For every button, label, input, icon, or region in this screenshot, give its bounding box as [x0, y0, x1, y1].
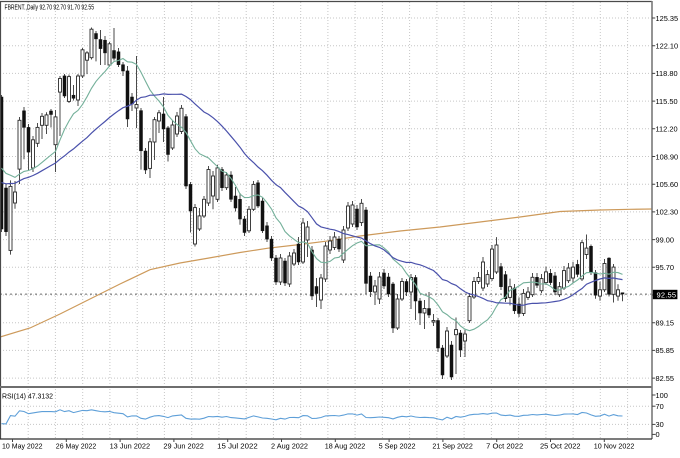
svg-text:7 Oct 2022: 7 Oct 2022 — [486, 442, 523, 451]
svg-text:100: 100 — [656, 391, 668, 400]
svg-text:82.55: 82.55 — [656, 374, 675, 383]
svg-text:99.00: 99.00 — [656, 235, 675, 244]
svg-text:70: 70 — [656, 402, 664, 411]
svg-text:108.90: 108.90 — [656, 152, 679, 161]
svg-text:10 May 2022: 10 May 2022 — [2, 442, 43, 451]
svg-text:25 Oct 2022: 25 Oct 2022 — [540, 442, 581, 451]
svg-text:29 Jun 2022: 29 Jun 2022 — [163, 442, 204, 451]
svg-text:89.15: 89.15 — [656, 319, 675, 328]
svg-text:30: 30 — [656, 420, 664, 429]
svg-text:125.35: 125.35 — [656, 14, 679, 23]
svg-text:RSI(14) 47.3132: RSI(14) 47.3132 — [2, 392, 53, 401]
svg-text:95.70: 95.70 — [656, 263, 675, 272]
svg-text:105.60: 105.60 — [656, 180, 679, 189]
svg-text:122.10: 122.10 — [656, 42, 679, 51]
svg-text:2 Aug 2022: 2 Aug 2022 — [271, 442, 308, 451]
svg-text:115.50: 115.50 — [656, 97, 678, 106]
svg-text:FBRENT.,Daily 92.70 92.70 91.: FBRENT.,Daily 92.70 92.70 91.70 92.55 — [5, 3, 95, 12]
svg-text:10 Nov 2022: 10 Nov 2022 — [594, 442, 635, 451]
svg-text:21 Sep 2022: 21 Sep 2022 — [432, 442, 473, 451]
svg-text:118.80: 118.80 — [656, 69, 678, 78]
svg-text:13 Jun 2022: 13 Jun 2022 — [110, 442, 151, 451]
svg-text:0: 0 — [656, 430, 660, 439]
svg-text:92.55: 92.55 — [657, 290, 677, 299]
svg-text:102.30: 102.30 — [656, 208, 679, 217]
svg-text:112.20: 112.20 — [656, 125, 678, 134]
svg-text:5 Sep 2022: 5 Sep 2022 — [379, 442, 416, 451]
svg-text:26 May 2022: 26 May 2022 — [56, 442, 97, 451]
svg-text:85.85: 85.85 — [656, 346, 675, 355]
svg-text:18 Aug 2022: 18 Aug 2022 — [325, 442, 366, 451]
svg-text:15 Jul 2022: 15 Jul 2022 — [217, 442, 258, 451]
